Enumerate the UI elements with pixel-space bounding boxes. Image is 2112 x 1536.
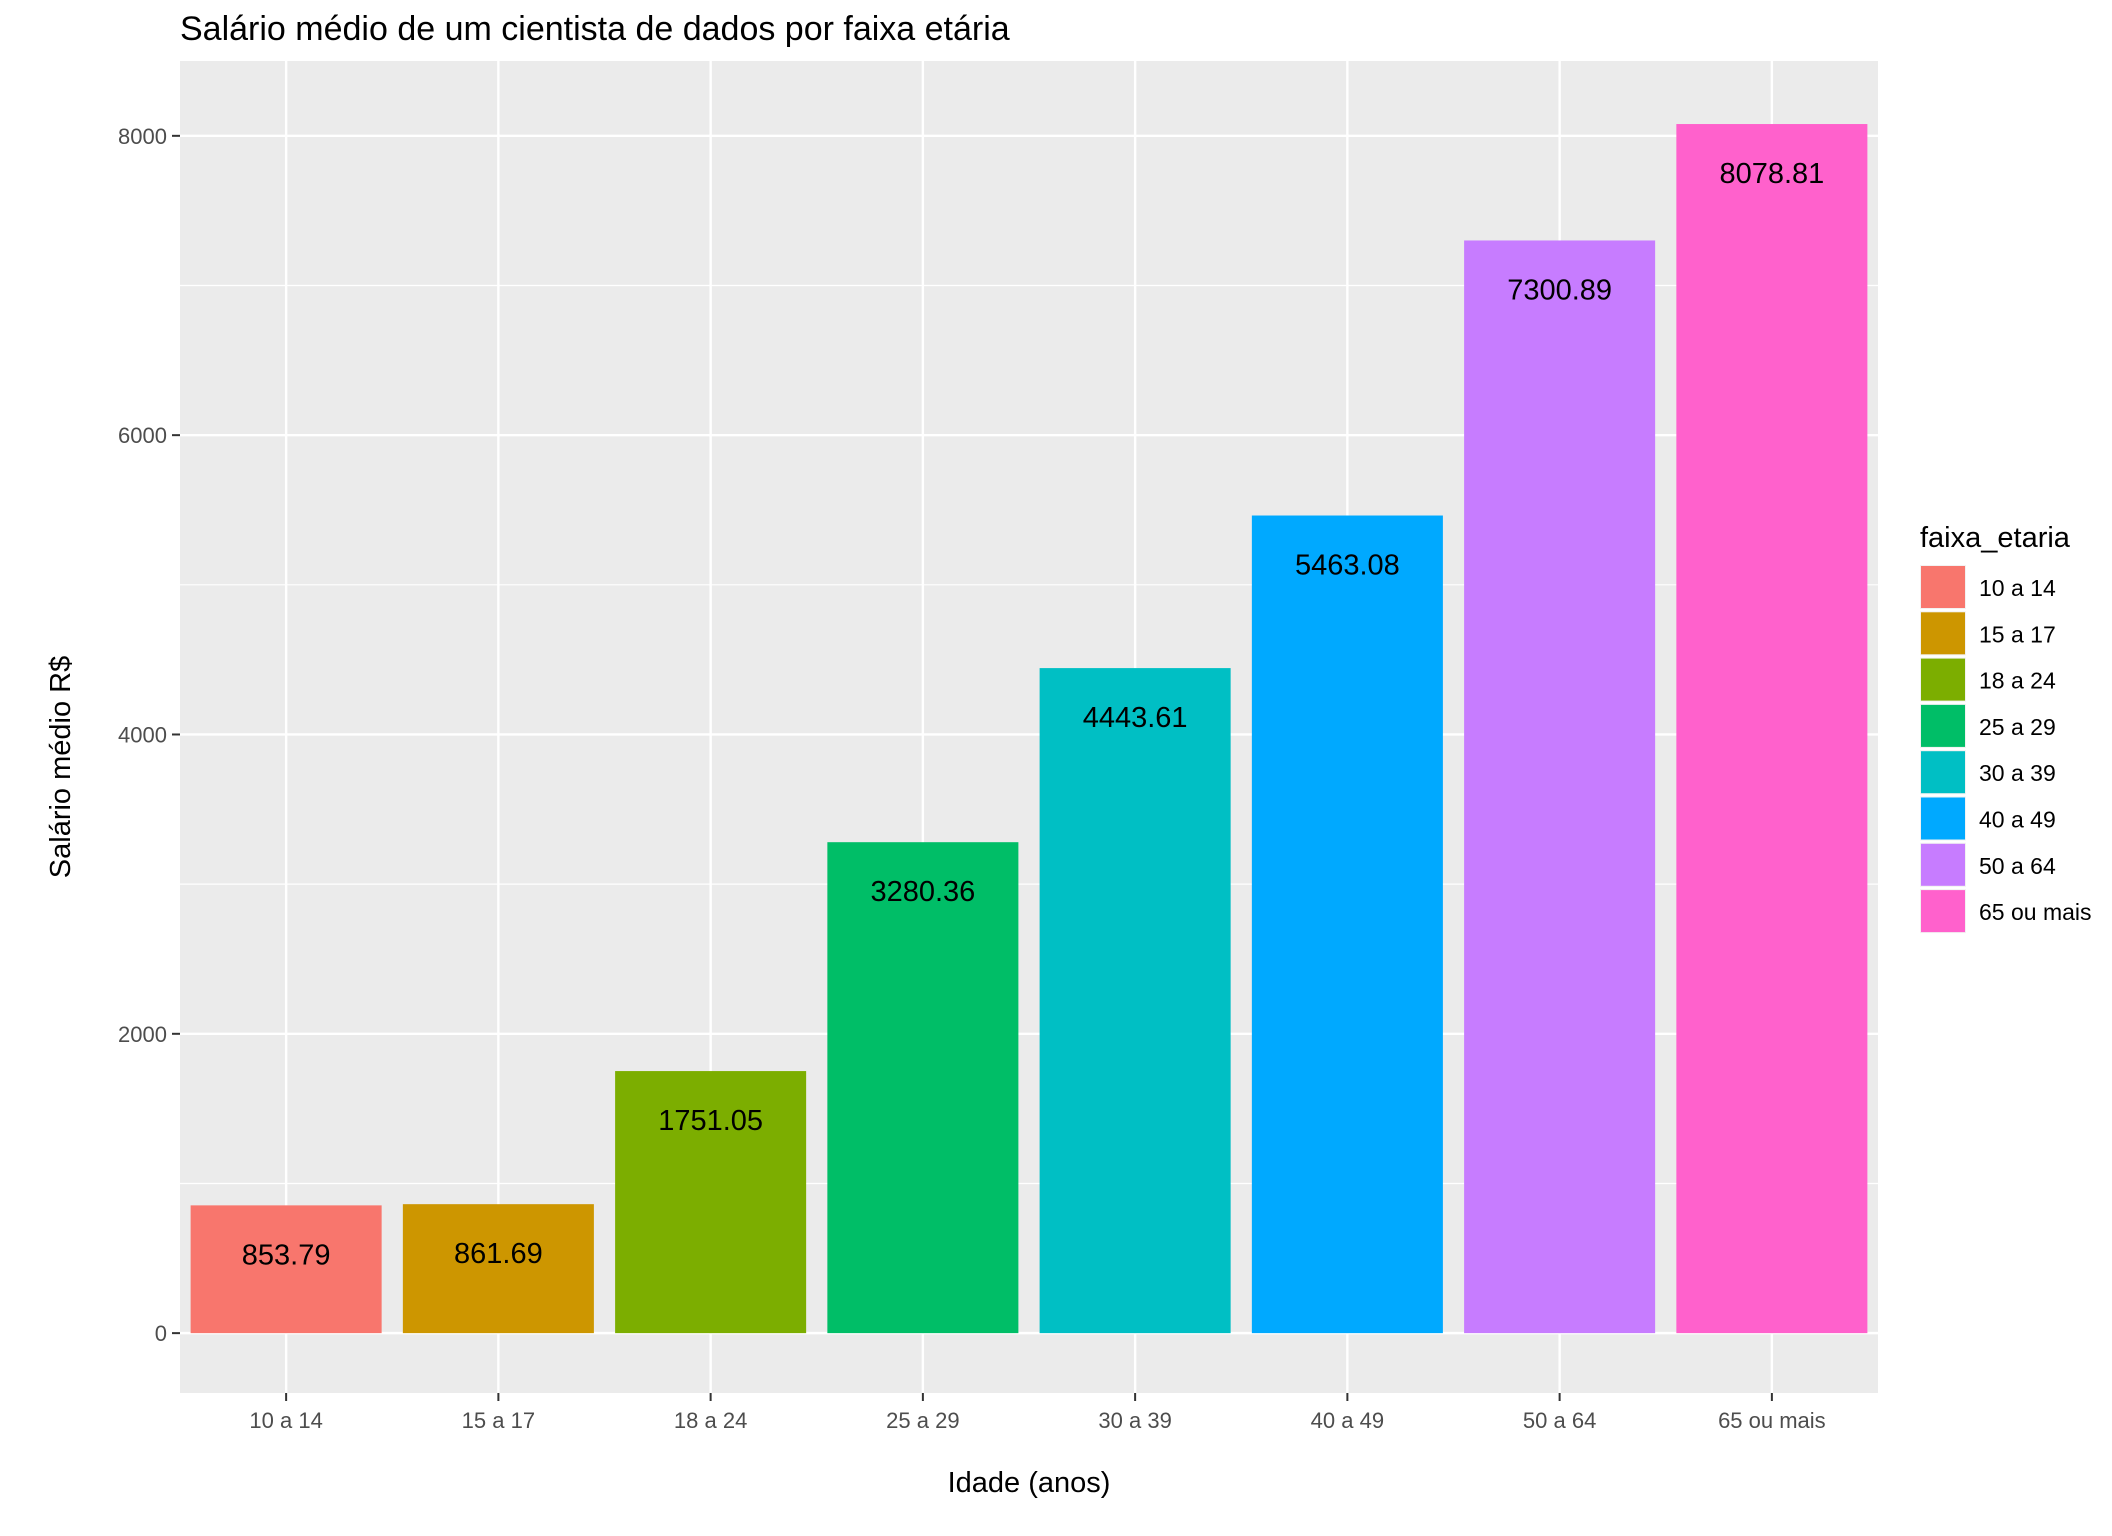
legend: faixa_etaria 10 a 14 15 a 17 18 a 24 25 a 2… bbox=[1920, 522, 2092, 934]
y-tick-label: 4000 bbox=[118, 722, 167, 747]
bar-30-a-39 bbox=[1039, 668, 1231, 1334]
legend-swatch bbox=[1921, 566, 1965, 608]
legend-label: 25 a 29 bbox=[1979, 714, 2056, 740]
bar-40-a-49 bbox=[1251, 515, 1443, 1334]
y-tick-label: 2000 bbox=[118, 1022, 167, 1047]
x-tick-label: 15 a 17 bbox=[462, 1408, 535, 1433]
legend-label: 10 a 14 bbox=[1979, 575, 2056, 601]
x-tick-label: 25 a 29 bbox=[886, 1408, 959, 1433]
bar-65-ou-mais bbox=[1676, 124, 1868, 1334]
y-axis: 0 2000 4000 6000 8000 bbox=[118, 124, 180, 1346]
x-tick-label: 18 a 24 bbox=[674, 1408, 747, 1433]
y-tick-label: 0 bbox=[155, 1321, 167, 1346]
bar-50-a-64 bbox=[1464, 240, 1656, 1334]
legend-swatch bbox=[1921, 612, 1965, 655]
bar-25-a-29 bbox=[827, 842, 1019, 1334]
data-label: 7300.89 bbox=[1507, 274, 1612, 306]
data-label: 1751.05 bbox=[658, 1105, 763, 1137]
x-tick-label: 10 a 14 bbox=[249, 1408, 322, 1433]
x-axis: 10 a 14 15 a 17 18 a 24 25 a 29 30 a 39 40 a … bbox=[249, 1393, 1826, 1433]
legend-items: 10 a 14 15 a 17 18 a 24 25 a 29 30 a 39 40 a … bbox=[1920, 565, 2092, 934]
data-label: 861.69 bbox=[454, 1238, 543, 1270]
bar-18-a-24 bbox=[615, 1071, 807, 1334]
data-label: 3280.36 bbox=[870, 876, 975, 908]
chart-title: Salário médio de um cientista de dados p… bbox=[180, 10, 1010, 48]
legend-swatch bbox=[1921, 797, 1965, 840]
x-tick-label: 40 a 49 bbox=[1311, 1408, 1384, 1433]
legend-label: 65 ou mais bbox=[1979, 899, 2092, 925]
data-label: 853.79 bbox=[242, 1239, 331, 1271]
data-label: 4443.61 bbox=[1083, 702, 1188, 734]
legend-swatch bbox=[1921, 658, 1965, 701]
data-label: 5463.08 bbox=[1295, 550, 1400, 582]
legend-label: 30 a 39 bbox=[1979, 760, 2056, 786]
legend-swatch bbox=[1921, 751, 1965, 794]
y-tick-label: 8000 bbox=[118, 124, 167, 149]
y-tick-label: 6000 bbox=[118, 423, 167, 448]
data-label: 8078.81 bbox=[1719, 158, 1824, 190]
x-tick-label: 30 a 39 bbox=[1098, 1408, 1171, 1433]
legend-label: 15 a 17 bbox=[1979, 621, 2056, 647]
bar-10-a-14 bbox=[190, 1205, 382, 1334]
legend-swatch bbox=[1921, 704, 1965, 747]
legend-label: 40 a 49 bbox=[1979, 807, 2056, 833]
x-tick-label: 50 a 64 bbox=[1523, 1408, 1596, 1433]
legend-label: 50 a 64 bbox=[1979, 853, 2056, 879]
x-tick-label: 65 ou mais bbox=[1718, 1408, 1826, 1433]
legend-swatch bbox=[1921, 890, 1965, 933]
legend-title: faixa_etaria bbox=[1920, 522, 2071, 554]
legend-label: 18 a 24 bbox=[1979, 668, 2056, 694]
legend-swatch bbox=[1921, 843, 1965, 886]
y-axis-title: Salário médio R$ bbox=[45, 656, 77, 878]
data-labels-group: 853.79 861.69 1751.05 3280.36 4443.61 5463.08… bbox=[242, 158, 1825, 1271]
bar-15-a-17 bbox=[402, 1204, 594, 1334]
bars-group bbox=[190, 124, 1868, 1334]
x-axis-title: Idade (anos) bbox=[948, 1467, 1111, 1499]
